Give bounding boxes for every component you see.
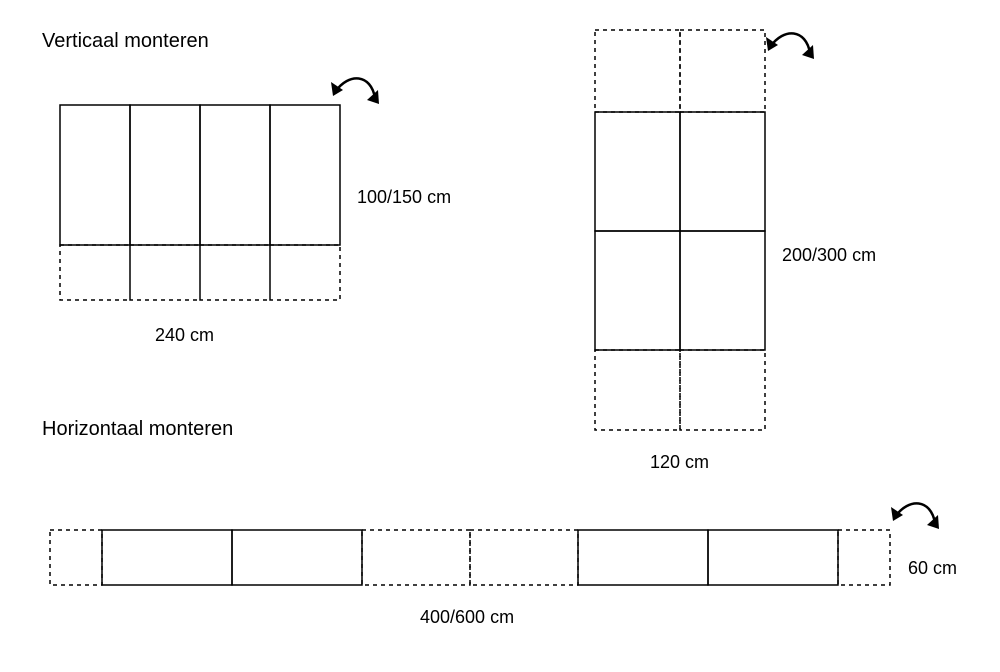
a-dashed-panel-3 [270,245,340,300]
c-solid-panel-2 [578,530,708,585]
a-solid-panel-0 [60,105,130,245]
c-dashed-panel-0 [50,530,102,585]
b-solid-panel-1 [680,112,765,231]
c-dashed-panel-2 [470,530,578,585]
heading-horizontal: Horizontaal monteren [42,418,233,441]
a-solid-panel-1 [130,105,200,245]
c-dashed-panel-1 [362,530,470,585]
c-solid-panel-0 [102,530,232,585]
b-dashed-panel-0 [595,30,680,112]
b-solid-panel-2 [595,231,680,350]
b-dashed-panel-3 [680,350,765,430]
c-solid-panel-3 [708,530,838,585]
a-dashed-panel-1 [130,245,200,300]
wrap-arrow-icon [891,503,939,529]
a-dashed-panel-0 [60,245,130,300]
a-dashed-panel-2 [200,245,270,300]
diagram-svg [0,0,1000,667]
heading-vertical: Verticaal monteren [42,30,209,53]
c-solid-panel-1 [232,530,362,585]
wrap-arrow-icon [331,78,379,104]
label-b-height: 200/300 cm [782,245,876,266]
a-solid-panel-3 [270,105,340,245]
a-solid-panel-2 [200,105,270,245]
label-c-height: 60 cm [908,558,957,579]
b-dashed-panel-1 [680,30,765,112]
b-dashed-panel-2 [595,350,680,430]
b-solid-panel-0 [595,112,680,231]
b-solid-panel-3 [680,231,765,350]
wrap-arrow-icon [766,33,814,59]
c-dashed-panel-3 [838,530,890,585]
label-b-width: 120 cm [650,452,709,473]
label-a-width: 240 cm [155,325,214,346]
label-a-height: 100/150 cm [357,187,451,208]
label-c-width: 400/600 cm [420,607,514,628]
diagram-container: Verticaal monteren Horizontaal monteren … [0,0,1000,667]
